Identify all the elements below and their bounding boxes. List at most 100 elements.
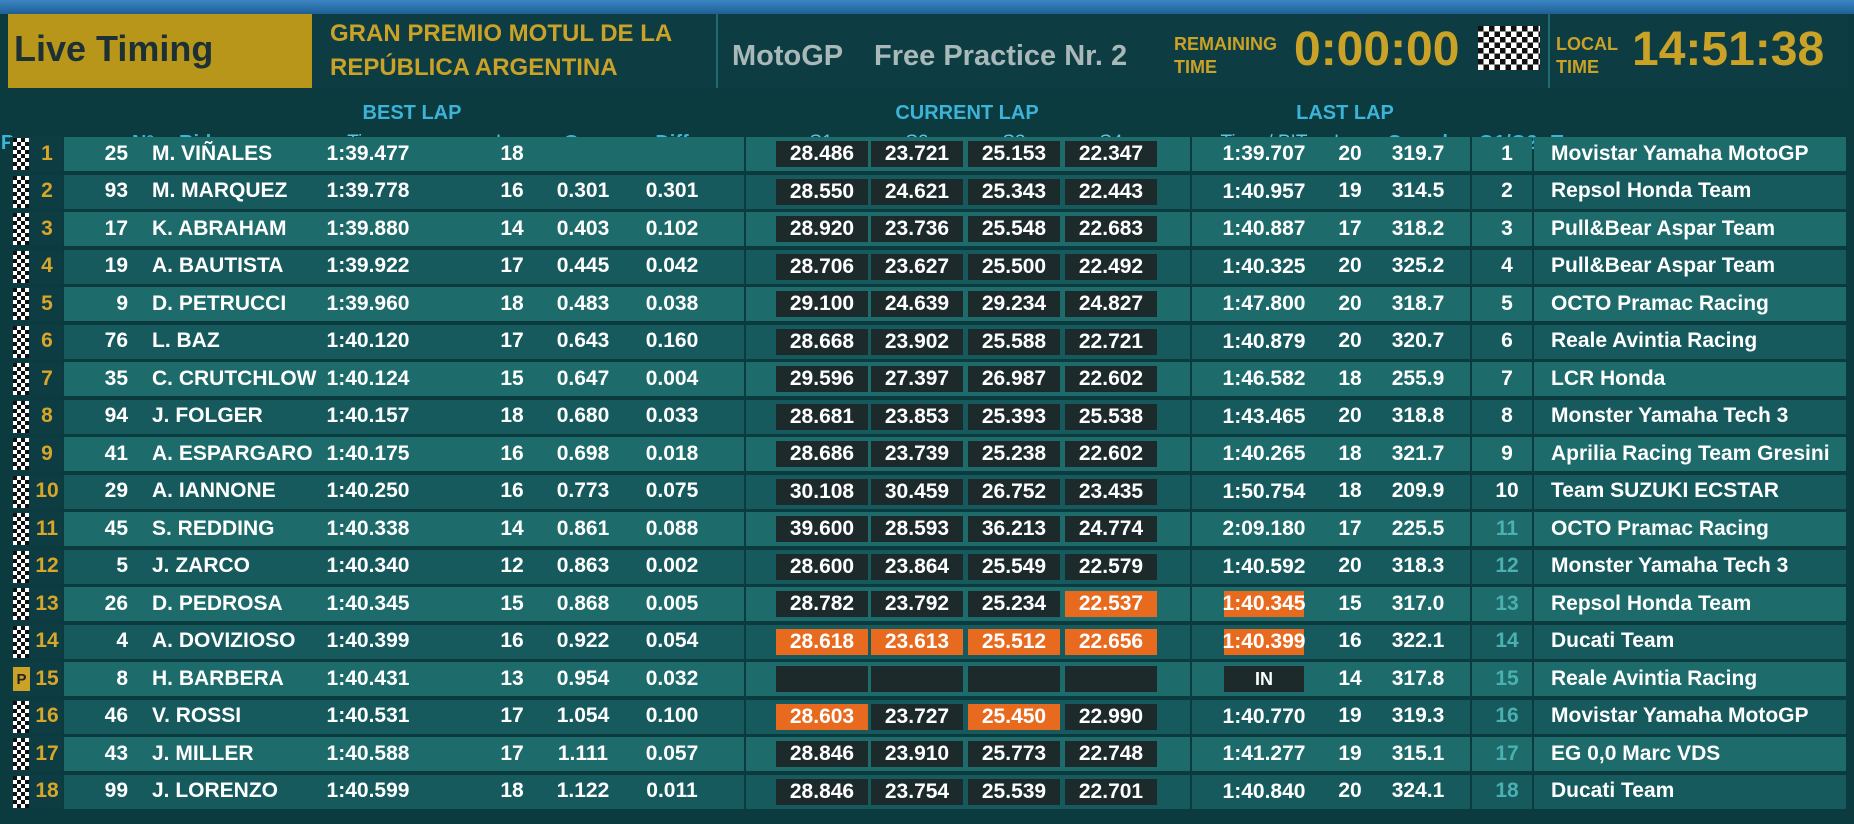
row-bg — [1192, 437, 1470, 471]
cell: 16 — [500, 179, 524, 202]
row-bg — [64, 437, 744, 471]
cell: 0.863 — [556, 554, 610, 577]
session: Free Practice Nr. 2 — [874, 40, 1128, 72]
cell: 1:40.599 — [326, 779, 410, 802]
cell: 35 — [104, 366, 128, 390]
cell: 0.868 — [556, 591, 610, 615]
cell: 46 — [104, 704, 128, 727]
cell: 23.721 — [871, 141, 963, 167]
cell: 1:40.338 — [326, 516, 410, 540]
cell: 0.680 — [556, 404, 610, 427]
cell: 20 — [1338, 554, 1362, 577]
table-row: 10 29 A. IANNONE 1:40.250 16 0.773 0.075 30.108… — [0, 473, 1854, 510]
checkered-flag — [13, 475, 29, 508]
row-bg — [1472, 174, 1532, 209]
local-label: TIME — [1556, 57, 1599, 77]
cell: 16 — [500, 479, 524, 502]
cell: 23.864 — [871, 553, 963, 580]
cell: 23.853 — [871, 403, 963, 430]
row-bg — [1472, 362, 1532, 396]
cell: 315.1 — [1391, 741, 1445, 765]
cell: 1.111 — [557, 741, 609, 765]
cell: H. BARBERA — [152, 666, 284, 690]
divider — [1548, 14, 1550, 88]
cell: 28.706 — [776, 253, 868, 280]
cell: 25.153 — [968, 141, 1060, 167]
cell: 17 — [1338, 516, 1362, 540]
cell: S. REDDING — [152, 516, 275, 540]
cell: 25.588 — [968, 328, 1060, 355]
table-row: 12 5 J. ZARCO 1:40.340 12 0.863 0.002 28.600 23.… — [0, 548, 1854, 585]
cell: A. IANNONE — [152, 479, 276, 502]
cell: 28.846 — [776, 741, 868, 767]
cell: 30.459 — [871, 478, 963, 505]
cell: 16 — [1495, 704, 1519, 727]
table-row: 16 46 V. ROSSI 1:40.531 17 1.054 0.100 28.603 23… — [0, 698, 1854, 735]
cell: 2 — [1501, 179, 1513, 202]
row-bg — [64, 212, 744, 246]
cell: 23.727 — [871, 703, 963, 730]
cell: 0.773 — [556, 479, 610, 502]
cell: A. DOVIZIOSO — [152, 629, 296, 652]
cell: 16 — [1338, 629, 1362, 652]
cell: 1:39.778 — [326, 179, 410, 202]
cell: 1:40.124 — [326, 366, 410, 390]
row-bg — [1192, 362, 1470, 396]
cell: 0.033 — [645, 404, 699, 427]
cell: 1 — [41, 141, 53, 165]
cell: 1:40.250 — [326, 479, 410, 502]
table-row: 5 9 D. PETRUCCI 1:39.960 18 0.483 0.038 29.100 2… — [0, 285, 1854, 322]
cell: 1:40.879 — [1222, 329, 1306, 353]
row-bg — [1192, 774, 1470, 809]
cell: 28.681 — [776, 403, 868, 430]
cell: 28.920 — [776, 216, 868, 242]
table-row: P 15 8 H. BARBERA 1:40.431 13 0.954 0.032 IN 14 31… — [0, 660, 1854, 697]
cell: 22.656 — [1065, 628, 1157, 655]
cell: 22.443 — [1065, 178, 1157, 205]
cell: Reale Avintia Racing — [1551, 329, 1758, 352]
cell: 319.3 — [1391, 704, 1445, 727]
cell: 1:40.325 — [1222, 254, 1306, 278]
cell: 1:40.345 — [326, 591, 410, 615]
remaining-label: REMAINING — [1174, 34, 1277, 54]
cell: 26 — [104, 591, 128, 615]
checkered-flag — [13, 138, 29, 170]
row-bg — [1472, 774, 1532, 809]
table-row: 7 35 C. CRUTCHLOW 1:40.124 15 0.647 0.004 29.59… — [0, 360, 1854, 397]
cell: 317.8 — [1391, 666, 1445, 690]
cell: EG 0,0 Marc VDS — [1551, 741, 1721, 765]
cell: 28.600 — [776, 553, 868, 580]
cell: 0.002 — [645, 554, 699, 577]
cell: A. ESPARGARO — [152, 441, 313, 465]
cell: 0.922 — [556, 629, 610, 652]
cell: J. LORENZO — [152, 779, 279, 802]
row-bg — [1534, 212, 1846, 246]
cell: Movistar Yamaha MotoGP — [1551, 704, 1809, 727]
cell: 20 — [1338, 291, 1362, 315]
cell: 36.213 — [968, 516, 1060, 542]
cell: 1:40.957 — [1222, 179, 1306, 203]
cell: 23.736 — [871, 216, 963, 242]
cell: 0.032 — [645, 666, 699, 690]
row-bg — [1472, 587, 1532, 621]
row-bg — [1472, 437, 1532, 471]
cell: 28.486 — [776, 141, 868, 167]
cell: 0.861 — [556, 516, 610, 540]
cell: 19 — [1338, 741, 1362, 765]
cell: J. ZARCO — [152, 554, 251, 577]
cell: 1:40.840 — [1222, 779, 1306, 803]
cell: 4 — [41, 254, 53, 277]
cell: 0.042 — [645, 254, 699, 277]
cell: 0.004 — [645, 366, 699, 390]
table-row: 14 4 A. DOVIZIOSO 1:40.399 16 0.922 0.054 28.61… — [0, 623, 1854, 660]
cell: 17 — [500, 254, 524, 277]
cell: 28.782 — [776, 591, 868, 617]
cell: 1:43.465 — [1222, 404, 1306, 428]
cell: 28.618 — [776, 628, 868, 655]
row-bg — [1534, 362, 1846, 396]
row-bg — [1534, 774, 1846, 809]
cell — [630, 135, 714, 172]
row-bg — [64, 737, 744, 771]
cell: 18 — [1338, 366, 1362, 390]
